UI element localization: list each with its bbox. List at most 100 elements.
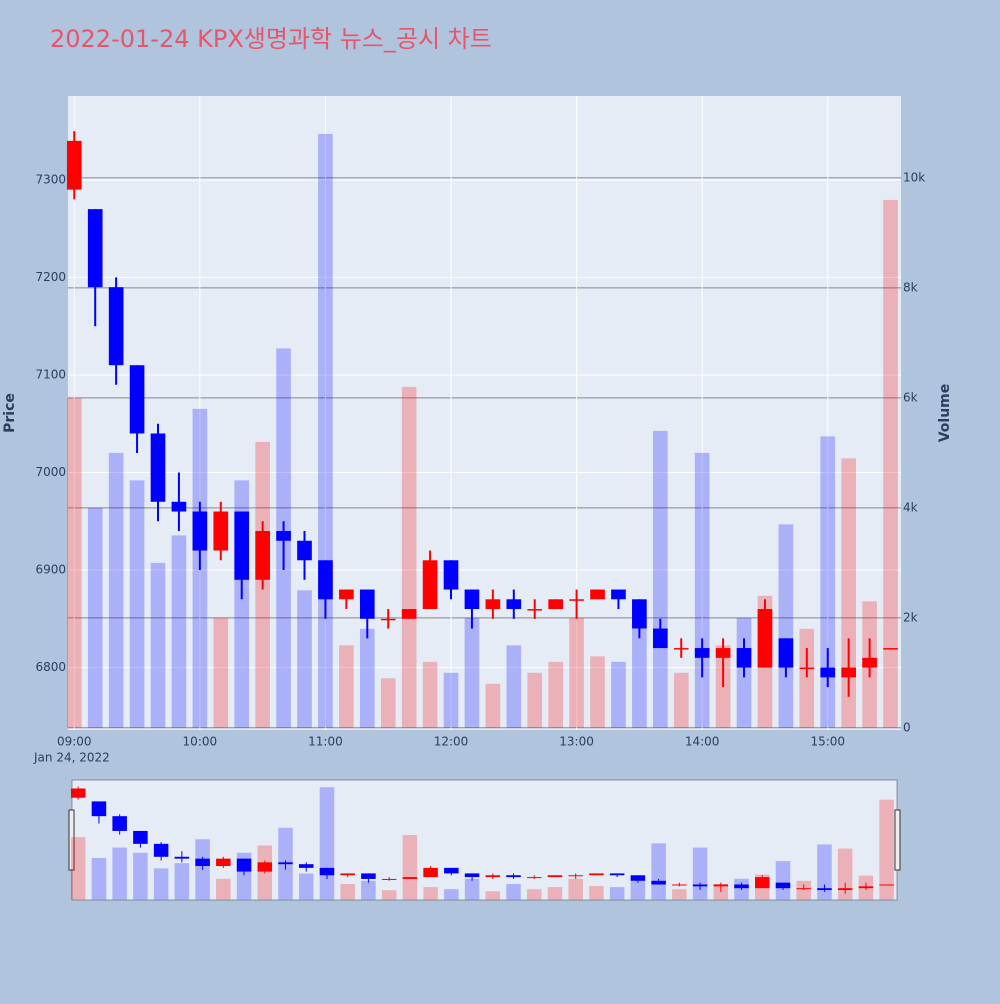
y-axis-title: Price bbox=[2, 393, 18, 433]
slider-candle bbox=[340, 873, 355, 876]
slider-volume bbox=[651, 843, 666, 900]
slider-volume bbox=[70, 837, 86, 900]
volume-bar bbox=[841, 458, 857, 728]
slider-candle bbox=[526, 877, 542, 879]
candle-body bbox=[171, 501, 187, 512]
candle-body bbox=[380, 618, 396, 621]
volume-bar bbox=[129, 480, 145, 728]
volume-bar bbox=[422, 661, 438, 728]
y-tick-label: 7000 bbox=[35, 465, 66, 479]
slider-candle bbox=[589, 873, 604, 876]
slider-volume bbox=[796, 880, 811, 900]
slider-volume bbox=[91, 857, 107, 900]
candle-body bbox=[757, 609, 773, 668]
volume-bar bbox=[632, 628, 647, 728]
slider-candle bbox=[195, 858, 210, 867]
slider-candle bbox=[817, 888, 832, 891]
x-tick-label: 09:00 bbox=[57, 735, 92, 749]
candle-body bbox=[255, 531, 270, 580]
volume-bar bbox=[359, 628, 375, 728]
volume-bar bbox=[820, 436, 836, 728]
slider-volume bbox=[112, 847, 127, 900]
slider-candle bbox=[879, 884, 894, 886]
slider-candle bbox=[713, 884, 729, 887]
y2-axis-title: Volume bbox=[937, 384, 953, 443]
volume-bar bbox=[213, 617, 229, 728]
y-tick-label: 7100 bbox=[35, 367, 66, 381]
candle-body bbox=[318, 560, 333, 600]
volume-bar bbox=[339, 645, 354, 728]
candle-body bbox=[129, 365, 145, 434]
y2-tick-label: 4k bbox=[903, 500, 918, 514]
slider-volume bbox=[506, 883, 521, 900]
candle-body bbox=[527, 609, 543, 611]
slider-handle[interactable] bbox=[68, 809, 75, 871]
slider-candle bbox=[361, 873, 376, 879]
slider-candle bbox=[444, 867, 459, 874]
volume-bar bbox=[527, 672, 543, 728]
slider-volume bbox=[464, 878, 480, 900]
slider-volume bbox=[133, 852, 148, 900]
candle-body bbox=[611, 589, 626, 600]
slider-volume bbox=[630, 880, 646, 900]
candle-body bbox=[569, 599, 584, 601]
candle-body bbox=[297, 540, 312, 561]
volume-bar bbox=[66, 397, 82, 728]
x-tick-label: 12:00 bbox=[434, 735, 469, 749]
candle-body bbox=[694, 648, 710, 658]
volume-bar bbox=[694, 452, 710, 728]
slider-volume bbox=[609, 887, 625, 900]
slider-volume bbox=[817, 844, 832, 900]
slider-candle bbox=[672, 884, 687, 886]
volume-bar bbox=[548, 661, 563, 728]
slider-candle bbox=[692, 884, 708, 887]
slider-volume bbox=[672, 889, 687, 900]
candle-body bbox=[464, 589, 480, 610]
candle-body bbox=[485, 599, 501, 610]
slider-candle bbox=[381, 878, 397, 880]
candle-body bbox=[213, 511, 229, 551]
slider-volume bbox=[402, 835, 418, 900]
volume-bar bbox=[464, 617, 480, 728]
slider-candle bbox=[91, 801, 107, 817]
candle-body bbox=[778, 638, 794, 668]
slider-candle bbox=[837, 888, 853, 891]
volume-bar bbox=[318, 133, 333, 728]
slider-volume bbox=[174, 863, 190, 900]
slider-candle bbox=[796, 888, 811, 890]
slider-volume bbox=[837, 848, 853, 900]
x-tick-label: 14:00 bbox=[685, 735, 720, 749]
slider-volume bbox=[153, 868, 169, 900]
slider-candle bbox=[464, 873, 480, 878]
slider-candle bbox=[547, 875, 563, 878]
slider-candle bbox=[319, 867, 335, 876]
slider-volume bbox=[340, 883, 355, 900]
slider-candle bbox=[858, 886, 874, 889]
slider-candle bbox=[278, 862, 293, 865]
volume-bar bbox=[883, 199, 898, 728]
slider-candle bbox=[112, 816, 127, 831]
slider-candle bbox=[216, 858, 231, 867]
y2-tick-label: 10k bbox=[903, 170, 925, 184]
slider-handle[interactable] bbox=[894, 809, 901, 871]
chart-title: 2022-01-24 KPX생명과학 뉴스_공시 차트 bbox=[50, 25, 492, 53]
slider-candle bbox=[630, 875, 646, 881]
x-date-label: Jan 24, 2022 bbox=[33, 751, 110, 765]
slider-volume bbox=[298, 873, 314, 900]
volume-bar bbox=[590, 656, 605, 728]
candle-body bbox=[736, 648, 752, 668]
candle-body bbox=[632, 599, 647, 629]
slider-candle bbox=[298, 864, 314, 868]
candle-body bbox=[820, 667, 836, 678]
volume-bar bbox=[673, 672, 689, 728]
volume-bar bbox=[799, 628, 815, 728]
slider-candle bbox=[506, 875, 521, 878]
x-tick-label: 11:00 bbox=[308, 735, 343, 749]
slider-candle bbox=[423, 867, 438, 878]
candle-body bbox=[506, 599, 522, 610]
candle-body bbox=[841, 667, 857, 678]
candle-body bbox=[401, 609, 417, 619]
slider-candle bbox=[485, 875, 501, 878]
slider-candle bbox=[70, 788, 86, 798]
